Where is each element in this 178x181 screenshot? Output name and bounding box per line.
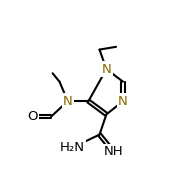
Text: NH: NH [103,145,123,158]
Text: N: N [63,95,73,108]
Text: H₂N: H₂N [59,141,84,154]
Text: O: O [27,110,38,123]
Text: N: N [101,63,111,76]
Text: N: N [118,95,128,108]
